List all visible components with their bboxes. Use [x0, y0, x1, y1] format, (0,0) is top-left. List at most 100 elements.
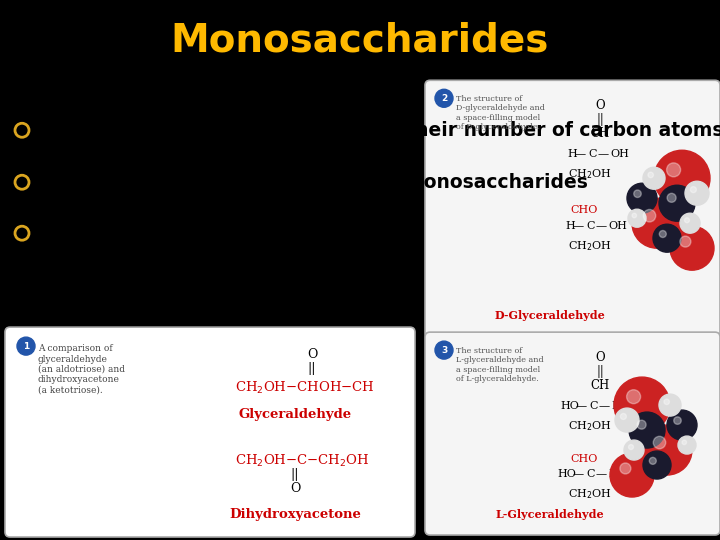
Circle shape [680, 236, 691, 247]
Circle shape [648, 172, 654, 178]
Text: HO: HO [557, 469, 576, 479]
Text: —: — [573, 221, 584, 231]
Text: Glyceraldehyde contains a: Glyceraldehyde contains a [37, 213, 317, 232]
Text: —: — [573, 469, 584, 479]
Text: —: — [575, 149, 586, 159]
Text: C: C [586, 469, 595, 479]
Circle shape [674, 417, 681, 424]
Text: CH$_2$OH: CH$_2$OH [568, 419, 612, 433]
Circle shape [626, 390, 641, 404]
Circle shape [615, 408, 639, 432]
Circle shape [629, 444, 634, 450]
Text: The structure of
L-glyceraldehyde and
a space-filling model
of L-glyceraldehyde.: The structure of L-glyceraldehyde and a … [456, 347, 544, 383]
Text: ||: || [596, 365, 604, 378]
Text: ||: || [307, 362, 316, 375]
Circle shape [643, 210, 656, 222]
Text: 1: 1 [23, 342, 29, 350]
Circle shape [435, 341, 453, 359]
Text: H: H [565, 221, 575, 231]
Text: CHO: CHO [570, 205, 598, 215]
Circle shape [628, 209, 646, 227]
Circle shape [659, 394, 681, 416]
Text: ||: || [596, 113, 604, 126]
Text: The structure of
D-glyceraldehyde and
a space-filling model
of D-glyceraldehyde.: The structure of D-glyceraldehyde and a … [456, 95, 545, 131]
Text: —: — [596, 469, 607, 479]
Text: Dihydroxyacetone: Dihydroxyacetone [229, 508, 361, 521]
Circle shape [664, 399, 670, 404]
Text: stereocenter & exists as a pair of: stereocenter & exists as a pair of [50, 231, 403, 249]
FancyBboxPatch shape [5, 327, 415, 537]
Text: OH: OH [610, 149, 629, 159]
Circle shape [627, 183, 657, 213]
Text: O: O [307, 348, 318, 361]
Text: enantiomers (mirror-images): enantiomers (mirror-images) [50, 249, 357, 268]
Text: O: O [290, 482, 300, 495]
Circle shape [660, 231, 666, 238]
Circle shape [632, 198, 682, 248]
Text: CH: CH [590, 127, 610, 140]
Text: OH: OH [608, 221, 627, 231]
Text: CH$_2$OH$-$CHOH$-$CH: CH$_2$OH$-$CHOH$-$CH [235, 380, 375, 396]
Text: C: C [588, 149, 596, 159]
Text: D-Glyceraldehyde: D-Glyceraldehyde [495, 310, 605, 321]
Circle shape [632, 213, 636, 218]
Circle shape [667, 410, 697, 440]
Text: ||: || [291, 468, 300, 481]
Circle shape [654, 150, 710, 206]
Text: H: H [611, 401, 621, 411]
Text: O: O [595, 99, 605, 112]
Circle shape [678, 436, 696, 454]
Circle shape [670, 226, 714, 270]
Circle shape [610, 453, 654, 497]
Circle shape [637, 420, 646, 429]
Circle shape [435, 89, 453, 107]
Circle shape [690, 187, 696, 193]
Circle shape [643, 167, 665, 189]
Circle shape [680, 213, 700, 233]
Circle shape [659, 185, 695, 221]
Circle shape [653, 224, 681, 252]
Text: C: C [586, 221, 595, 231]
Text: CH$_2$OH: CH$_2$OH [568, 239, 612, 253]
Circle shape [653, 436, 666, 449]
Text: A comparison of
glyceraldehyde
(an aldotriose) and
dihydroxyacetone
(a ketotrios: A comparison of glyceraldehyde (an aldot… [38, 344, 125, 395]
FancyBboxPatch shape [425, 332, 720, 535]
Circle shape [642, 425, 692, 475]
Text: —: — [596, 221, 607, 231]
Text: CH: CH [590, 379, 610, 392]
Circle shape [629, 412, 665, 448]
Circle shape [682, 440, 687, 444]
Circle shape [643, 451, 671, 479]
Text: CH$_2$OH$-$C$-$CH$_2$OH: CH$_2$OH$-$C$-$CH$_2$OH [235, 453, 369, 469]
Text: CH$_2$OH: CH$_2$OH [568, 487, 612, 501]
Text: HO: HO [560, 401, 579, 411]
Circle shape [649, 457, 657, 464]
Text: 3: 3 [441, 346, 447, 355]
Text: Glyceraldehyde: Glyceraldehyde [238, 408, 351, 421]
Circle shape [17, 337, 35, 355]
Text: CHO: CHO [570, 454, 598, 464]
Circle shape [621, 414, 626, 420]
Circle shape [667, 163, 680, 177]
Text: Monosaccharides: Monosaccharides [171, 22, 549, 60]
Circle shape [685, 181, 709, 205]
Circle shape [634, 190, 642, 198]
Text: C: C [589, 401, 598, 411]
Text: —: — [598, 149, 609, 159]
Text: —: — [576, 401, 587, 411]
Text: Trioses are simplest carbohydrate monosaccharides: Trioses are simplest carbohydrate monosa… [37, 173, 588, 192]
Text: —: — [599, 401, 610, 411]
Text: CH$_2$OH: CH$_2$OH [568, 167, 612, 181]
Text: 2: 2 [441, 94, 447, 103]
Circle shape [614, 377, 670, 433]
Circle shape [624, 440, 644, 460]
Circle shape [685, 218, 690, 222]
Text: H: H [567, 149, 577, 159]
FancyBboxPatch shape [425, 80, 720, 338]
Circle shape [620, 463, 631, 474]
Text: L-Glyceraldehyde: L-Glyceraldehyde [495, 509, 604, 520]
Circle shape [667, 193, 676, 202]
Text: H: H [608, 469, 618, 479]
Text: Monosaccharides are classified by their number of carbon atoms: Monosaccharides are classified by their … [37, 121, 720, 140]
Text: O: O [595, 351, 605, 364]
